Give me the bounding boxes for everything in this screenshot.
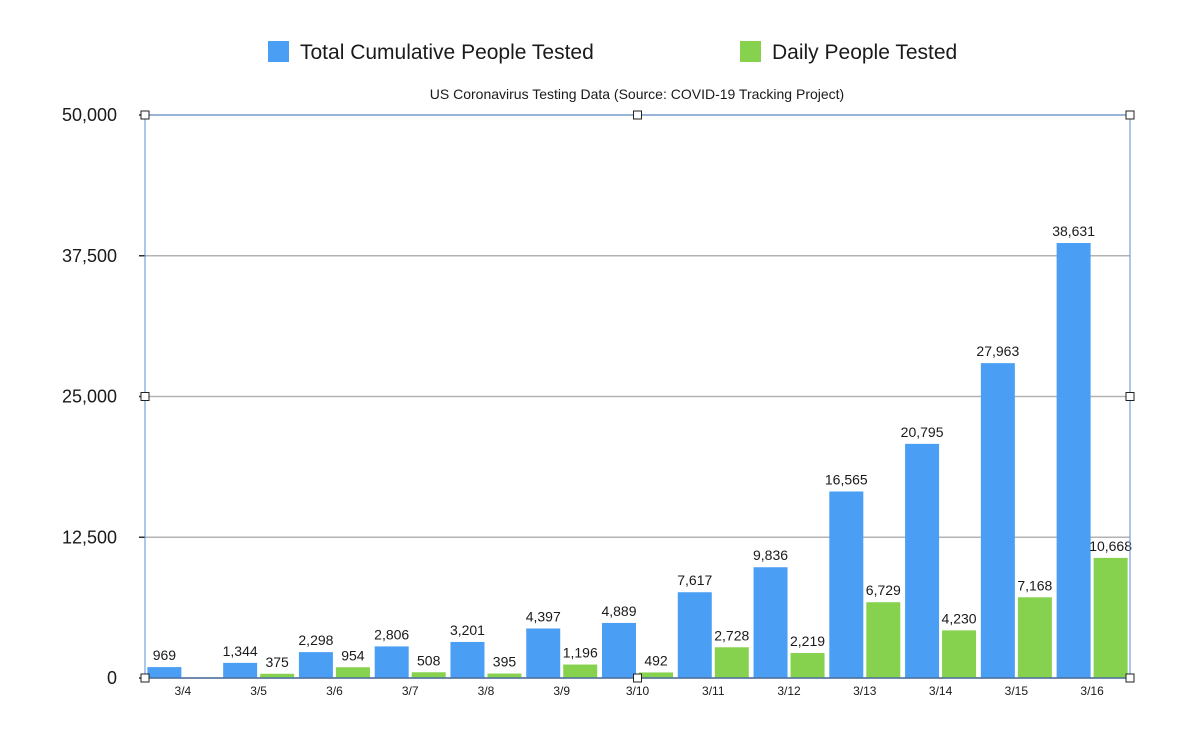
- resize-handle[interactable]: [633, 110, 642, 120]
- bar-cumulative-3/8: [450, 641, 485, 678]
- data-label-cumulative-3/8: 3,201: [450, 622, 485, 638]
- data-label-cumulative-3/4: 969: [153, 647, 177, 663]
- x-tick-label: 3/6: [326, 684, 343, 698]
- bar-cumulative-3/10: [602, 622, 636, 678]
- bar-cumulative-3/5: [223, 662, 258, 678]
- bar-cumulative-3/12: [753, 567, 788, 678]
- resize-handle[interactable]: [1125, 673, 1135, 683]
- x-tick-label: 3/8: [478, 684, 495, 698]
- y-tick-label: 25,000: [62, 387, 117, 407]
- bar-cumulative-3/16: [1056, 243, 1091, 678]
- bar-daily-3/12: [790, 653, 825, 678]
- data-label-daily-3/6: 954: [341, 647, 365, 663]
- legend-label-0: Total Cumulative People Tested: [300, 41, 594, 64]
- data-label-cumulative-3/14: 20,795: [901, 424, 944, 440]
- x-tick-label: 3/12: [777, 684, 801, 698]
- chart-title: US Coronavirus Testing Data (Source: COV…: [430, 86, 844, 102]
- resize-handle[interactable]: [140, 110, 150, 120]
- x-tick-label: 3/13: [853, 684, 877, 698]
- data-label-cumulative-3/11: 7,617: [677, 572, 712, 588]
- data-label-cumulative-3/13: 16,565: [825, 471, 868, 487]
- x-tick-label: 3/14: [929, 684, 953, 698]
- data-label-daily-3/11: 2,728: [714, 627, 749, 643]
- bar-daily-3/15: [1017, 597, 1052, 678]
- legend-swatch-0: [268, 41, 289, 62]
- bar-cumulative-3/4: [147, 667, 182, 678]
- bar-daily-3/8: [487, 673, 522, 678]
- data-label-daily-3/12: 2,219: [790, 633, 825, 649]
- x-tick-label: 3/15: [1005, 684, 1029, 698]
- bar-daily-3/13: [866, 602, 901, 678]
- bar-daily-3/6: [335, 667, 370, 678]
- data-label-cumulative-3/10: 4,889: [601, 603, 636, 619]
- x-tick-label: 3/9: [553, 684, 570, 698]
- resize-handle[interactable]: [1125, 392, 1135, 401]
- data-label-cumulative-3/12: 9,836: [753, 547, 788, 563]
- y-tick-label: 50,000: [62, 105, 117, 125]
- bar-daily-3/10: [639, 672, 673, 678]
- bar-cumulative-3/11: [677, 592, 712, 678]
- selection-frame[interactable]: [140, 110, 1135, 683]
- data-label-cumulative-3/5: 1,344: [223, 643, 258, 659]
- bar-daily-3/14: [942, 630, 977, 678]
- bar-cumulative-3/7: [374, 646, 409, 678]
- data-label-daily-3/16: 10,668: [1089, 538, 1132, 554]
- x-tick-label: 3/5: [250, 684, 267, 698]
- bars: [147, 243, 1128, 678]
- legend-label-1: Daily People Tested: [772, 41, 957, 64]
- bar-cumulative-3/13: [829, 491, 864, 678]
- bar-cumulative-3/15: [980, 363, 1015, 678]
- data-label-daily-3/7: 508: [417, 652, 441, 668]
- bar-cumulative-3/6: [298, 652, 333, 678]
- resize-handle[interactable]: [140, 673, 150, 683]
- resize-handle[interactable]: [1125, 110, 1135, 120]
- data-label-cumulative-3/9: 4,397: [526, 608, 561, 624]
- value-labels: 969 1,344 375 2,298 954 2,806 508 3,201 395 4,397…: [153, 223, 1133, 670]
- bar-daily-3/7: [411, 672, 446, 678]
- data-label-daily-3/10: 492: [644, 652, 668, 668]
- x-tick-label: 3/4: [175, 684, 192, 698]
- data-label-cumulative-3/7: 2,806: [374, 626, 409, 642]
- y-axis: 0 12,500 25,000 37,500 50,000: [62, 105, 145, 688]
- resize-handle[interactable]: [140, 392, 150, 401]
- x-tick-label: 3/7: [402, 684, 419, 698]
- bar-daily-3/16: [1093, 557, 1128, 678]
- data-label-daily-3/15: 7,168: [1017, 577, 1052, 593]
- x-tick-label: 3/10: [626, 684, 650, 698]
- data-label-cumulative-3/16: 38,631: [1052, 223, 1095, 239]
- data-label-daily-3/9: 1,196: [563, 645, 598, 661]
- y-tick-label: 37,500: [62, 246, 117, 266]
- y-tick-label: 12,500: [62, 527, 117, 547]
- y-tick-label: 0: [107, 668, 117, 688]
- legend-swatch-1: [740, 41, 761, 62]
- legend: Total Cumulative People Tested Daily Peop…: [268, 41, 957, 64]
- x-tick-label: 3/16: [1080, 684, 1104, 698]
- x-tick-label: 3/11: [702, 684, 725, 698]
- bar-daily-3/11: [714, 647, 749, 678]
- data-label-daily-3/8: 395: [493, 654, 517, 670]
- data-label-cumulative-3/6: 2,298: [298, 632, 333, 648]
- bar-daily-3/5: [260, 673, 295, 678]
- bar-daily-3/9: [563, 664, 598, 678]
- data-label-daily-3/5: 375: [265, 654, 289, 670]
- bar-cumulative-3/9: [526, 628, 561, 678]
- data-label-cumulative-3/15: 27,963: [976, 343, 1019, 359]
- data-label-daily-3/13: 6,729: [866, 582, 901, 598]
- bar-cumulative-3/14: [905, 443, 940, 678]
- resize-handle[interactable]: [633, 673, 642, 683]
- data-label-daily-3/14: 4,230: [942, 610, 977, 626]
